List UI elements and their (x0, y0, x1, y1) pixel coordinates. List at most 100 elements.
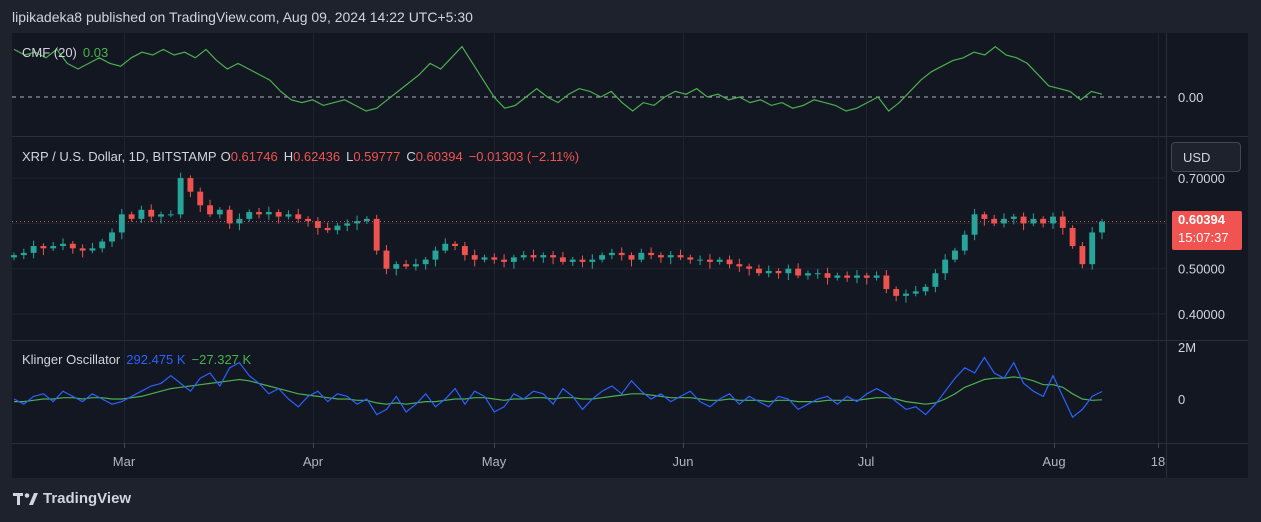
x-axis-label: Mar (113, 454, 136, 469)
candle-body (187, 178, 194, 192)
candle-body (197, 191, 204, 206)
candle-body (1089, 232, 1096, 265)
candle-body (981, 214, 988, 219)
candle-body (912, 291, 919, 294)
price-axis-label: 0.40000 (1178, 307, 1225, 322)
candle-body (873, 275, 880, 278)
candle-body (824, 273, 831, 278)
candle-body (1059, 216, 1066, 228)
candle-body (265, 212, 272, 215)
candle-body (246, 212, 253, 219)
candle-body (30, 246, 37, 253)
klinger-legend: Klinger Oscillator 292.475 K −27.327 K (22, 352, 257, 367)
candle-body (903, 293, 909, 296)
cmf-line (13, 45, 1103, 112)
candle-body (785, 268, 792, 274)
candle-body (638, 252, 645, 260)
candle-body (726, 259, 733, 265)
candle-body (765, 270, 772, 274)
candle-body (275, 212, 282, 217)
candle-body (256, 212, 262, 215)
candle-body (795, 268, 802, 276)
price-axis-label: 0.70000 (1178, 171, 1225, 186)
cmf-pane (12, 45, 1166, 112)
tradingview-footer[interactable]: TradingView (13, 490, 131, 507)
candle-body (775, 270, 782, 274)
candle-body (69, 243, 76, 249)
candle-body (863, 275, 870, 278)
candle-body (471, 255, 478, 260)
klinger-kvo-value: 292.475 K (126, 352, 186, 367)
candle-body (128, 214, 135, 219)
candle-body (354, 221, 361, 224)
candle-body (844, 275, 851, 278)
currency-button[interactable]: USD (1171, 142, 1241, 172)
symbol-label: XRP / U.S. Dollar, 1D, BITSTAMP (22, 149, 217, 164)
change-value: −0.01303 (−2.11%) (468, 149, 580, 164)
axes: Mar Apr May Jun Jul Aug 18 0.00 0.70000 0.50000 0.… (113, 90, 1225, 469)
candle-body (383, 250, 390, 269)
open-value: 0.61746 (230, 149, 278, 164)
candle-body (481, 257, 488, 260)
candle-body (236, 218, 243, 224)
candle-body (118, 214, 125, 233)
candle-body (403, 264, 410, 267)
price-pane (11, 172, 1166, 303)
candle-body (89, 248, 96, 251)
cmf-legend: CMF (20) 0.03 (22, 45, 114, 60)
candle-body (834, 275, 841, 278)
candle-body (677, 255, 684, 258)
x-axis-label: Aug (1042, 454, 1065, 469)
x-axis-label: Jun (673, 454, 694, 469)
candle-body (216, 209, 223, 215)
price-axis-label: 0.50000 (1178, 262, 1225, 277)
candle-body (138, 209, 145, 219)
candle-body (1030, 218, 1037, 224)
candle-body (442, 243, 449, 251)
candle-body (961, 234, 968, 251)
bar-countdown: 15:07:37 (1178, 230, 1229, 245)
candle-body (805, 273, 811, 276)
candle-body (60, 243, 66, 247)
candle-body (922, 286, 929, 292)
candle-body (589, 259, 596, 262)
candle-body (736, 264, 743, 267)
candle-body (559, 257, 566, 262)
last-price-tag: 0.60394 15:07:37 (1172, 211, 1242, 250)
candle-body (305, 218, 311, 222)
candle-body (991, 218, 998, 224)
candle-body (324, 227, 331, 231)
candle-body (952, 250, 958, 260)
page-header: lipikadeka8 published on TradingView.com… (12, 9, 473, 25)
candle-body (599, 255, 606, 260)
klinger-axis-label: 2M (1178, 340, 1196, 355)
candle-body (618, 252, 625, 256)
candle-body (579, 259, 586, 262)
x-axis-label: Jul (858, 454, 875, 469)
candle-body (314, 221, 321, 228)
candle-body (550, 255, 557, 258)
candle-body (334, 225, 341, 231)
candle-body (167, 214, 174, 216)
candle-body (373, 218, 380, 251)
close-label: C (406, 149, 416, 164)
candle-body (432, 250, 439, 260)
candle-body (942, 259, 949, 274)
candle-body (814, 273, 821, 275)
candle-body (363, 218, 370, 222)
candle-body (11, 255, 17, 258)
klinger-pane (13, 356, 1103, 419)
x-axis-label: May (482, 454, 507, 469)
candle-body (883, 275, 890, 290)
klinger-signal-value: −27.327 K (191, 352, 252, 367)
cmf-label: CMF (20) (22, 45, 77, 60)
candle-body (608, 252, 615, 256)
candle-body (99, 241, 106, 249)
last-price-value: 0.60394 (1178, 212, 1225, 227)
candle-body (628, 255, 635, 260)
candle-body (50, 246, 57, 249)
candle-body (1040, 218, 1047, 224)
candle-body (1001, 218, 1007, 224)
low-label: L (346, 149, 354, 164)
